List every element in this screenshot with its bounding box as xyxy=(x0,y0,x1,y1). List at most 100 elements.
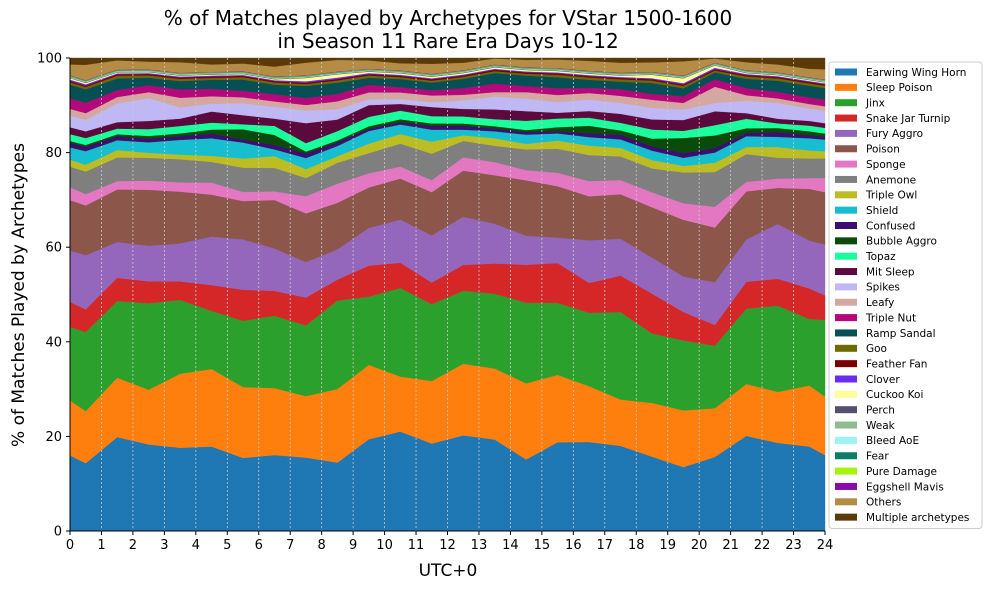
legend-label-0: Earwing Wing Horn xyxy=(866,67,966,79)
x-tick-label-17: 17 xyxy=(597,538,614,553)
legend-swatch-18 xyxy=(835,344,857,352)
legend-label-15: Leafy xyxy=(866,297,894,309)
x-tick-label-21: 21 xyxy=(722,538,739,553)
y-tick-label-4: 80 xyxy=(45,146,62,161)
x-tick-label-18: 18 xyxy=(628,538,645,553)
legend-swatch-8 xyxy=(835,191,857,199)
legend-swatch-13 xyxy=(835,268,857,276)
legend-label-10: Confused xyxy=(866,220,915,232)
chart-title: % of Matches played by Archetypes for VS… xyxy=(164,6,733,53)
legend-label-6: Sponge xyxy=(866,159,906,171)
legend-label-9: Shield xyxy=(866,205,898,217)
legend-label-8: Triple Owl xyxy=(865,190,917,202)
legend-swatch-0 xyxy=(835,68,857,76)
x-tick-label-8: 8 xyxy=(318,538,326,553)
chart-title-line-1: % of Matches played by Archetypes for VS… xyxy=(164,6,733,30)
legend-swatch-21 xyxy=(835,390,857,398)
legend-swatch-20 xyxy=(835,375,857,383)
legend-label-26: Pure Damage xyxy=(866,466,937,478)
x-tick-label-4: 4 xyxy=(192,538,200,553)
legend-label-19: Feather Fan xyxy=(866,358,927,370)
legend-swatch-11 xyxy=(835,237,857,245)
x-tick-label-1: 1 xyxy=(97,538,105,553)
x-tick-label-12: 12 xyxy=(439,538,456,553)
legend-swatch-29 xyxy=(835,513,857,521)
x-tick-label-11: 11 xyxy=(408,538,425,553)
legend-label-16: Triple Nut xyxy=(865,312,916,324)
legend-label-5: Poison xyxy=(866,144,900,156)
legend-swatch-9 xyxy=(835,206,857,214)
legend-label-25: Fear xyxy=(866,451,889,463)
x-tick-label-19: 19 xyxy=(659,538,676,553)
legend-label-1: Sleep Poison xyxy=(866,82,932,94)
x-tick-label-5: 5 xyxy=(223,538,231,553)
legend-swatch-27 xyxy=(835,482,857,490)
x-tick-label-13: 13 xyxy=(471,538,488,553)
legend-swatch-26 xyxy=(835,467,857,475)
x-tick-label-0: 0 xyxy=(66,538,74,553)
legend-label-27: Eggshell Mavis xyxy=(866,481,944,493)
legend-frame xyxy=(828,61,983,529)
legend-swatch-19 xyxy=(835,360,857,368)
y-axis-ticks: 0 20 40 60 80 100 xyxy=(37,52,70,540)
legend-swatch-7 xyxy=(835,175,857,183)
x-tick-label-7: 7 xyxy=(286,538,294,553)
legend-label-28: Others xyxy=(866,497,901,509)
legend-label-22: Perch xyxy=(866,405,895,417)
legend-swatch-24 xyxy=(835,436,857,444)
legend-swatch-2 xyxy=(835,99,857,107)
x-axis-label: UTC+0 xyxy=(419,561,478,581)
legend-label-14: Spikes xyxy=(866,282,900,294)
x-axis-ticks: 0 1 2 3 4 5 6 7 8 9 10 11 12 13 14 15 16 17 18 19 20 21 22 23 24 xyxy=(66,531,833,553)
y-tick-label-3: 60 xyxy=(45,241,62,256)
x-tick-label-10: 10 xyxy=(376,538,393,553)
legend-label-17: Ramp Sandal xyxy=(866,328,936,340)
x-tick-label-15: 15 xyxy=(534,538,551,553)
x-tick-label-6: 6 xyxy=(255,538,263,553)
x-tick-label-2: 2 xyxy=(129,538,137,553)
legend-label-13: Mit Sleep xyxy=(866,266,915,278)
legend-swatch-28 xyxy=(835,498,857,506)
y-tick-label-2: 40 xyxy=(45,335,62,350)
legend-label-24: Bleed AoE xyxy=(866,435,919,447)
legend-swatch-3 xyxy=(835,114,857,122)
y-tick-label-1: 20 xyxy=(45,430,62,445)
y-tick-label-5: 100 xyxy=(37,52,62,67)
legend-label-20: Clover xyxy=(866,374,900,386)
legend-swatch-1 xyxy=(835,83,857,91)
legend-label-23: Weak xyxy=(866,420,896,432)
x-tick-label-14: 14 xyxy=(502,538,519,553)
x-tick-label-24: 24 xyxy=(817,538,834,553)
legend-swatch-12 xyxy=(835,252,857,260)
legend-swatch-4 xyxy=(835,129,857,137)
legend-swatch-5 xyxy=(835,145,857,153)
legend-label-7: Anemone xyxy=(866,174,916,186)
legend-swatch-14 xyxy=(835,283,857,291)
legend: Earwing Wing Horn Sleep Poison Jinx Snake J… xyxy=(828,61,983,529)
x-tick-label-22: 22 xyxy=(754,538,771,553)
y-tick-label-0: 0 xyxy=(54,525,62,540)
legend-label-3: Snake Jar Turnip xyxy=(866,113,951,125)
legend-swatch-15 xyxy=(835,298,857,306)
legend-swatch-6 xyxy=(835,160,857,168)
x-tick-label-16: 16 xyxy=(565,538,582,553)
legend-swatch-16 xyxy=(835,314,857,322)
chart-title-line-2: in Season 11 Rare Era Days 10-12 xyxy=(277,29,618,53)
legend-swatch-22 xyxy=(835,406,857,414)
y-axis-label: % of Matches Played by Archetypes xyxy=(9,143,29,447)
area-series-29 xyxy=(69,57,826,70)
legend-swatch-23 xyxy=(835,421,857,429)
x-tick-label-23: 23 xyxy=(785,538,802,553)
legend-label-29: Multiple archetypes xyxy=(866,512,969,524)
vertical-gridlines xyxy=(101,58,794,531)
legend-label-12: Topaz xyxy=(865,251,896,263)
legend-swatch-17 xyxy=(835,329,857,337)
legend-label-18: Goo xyxy=(866,343,887,355)
legend-label-21: Cuckoo Koi xyxy=(866,389,923,401)
legend-swatch-25 xyxy=(835,452,857,460)
x-tick-label-20: 20 xyxy=(691,538,708,553)
legend-swatch-10 xyxy=(835,222,857,229)
x-tick-label-3: 3 xyxy=(160,538,168,553)
x-tick-label-9: 9 xyxy=(349,538,357,553)
